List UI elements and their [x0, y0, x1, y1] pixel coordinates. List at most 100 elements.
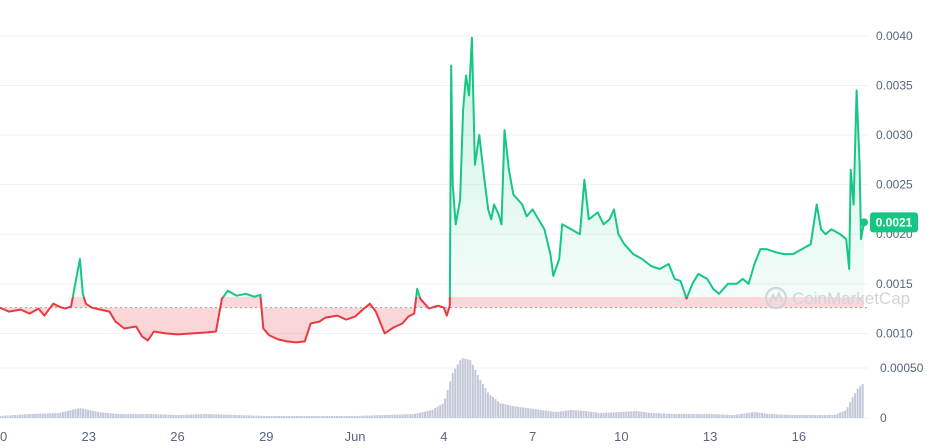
- volume-bar: [444, 398, 447, 418]
- volume-bar: [205, 414, 208, 418]
- volume-bar: [806, 415, 809, 418]
- volume-bar: [278, 416, 281, 418]
- volume-bar: [499, 403, 502, 418]
- watermark-text: CoinMarketCap: [792, 289, 910, 308]
- price-line-down[interactable]: [0, 38, 864, 344]
- volume-bar: [300, 416, 303, 418]
- volume-bar: [170, 414, 173, 418]
- volume-bar: [122, 414, 125, 418]
- volume-bar: [356, 415, 359, 418]
- volume-bar: [461, 358, 464, 418]
- volume-bar: [426, 411, 429, 418]
- volume-bar: [479, 379, 482, 418]
- volume-bar: [642, 412, 645, 418]
- volume-bar: [454, 368, 457, 418]
- volume-bar: [303, 416, 306, 418]
- volume-bar: [109, 413, 112, 418]
- volume-bar: [237, 415, 240, 418]
- volume-bar: [678, 414, 681, 418]
- volume-bar: [620, 412, 623, 418]
- volume-bar: [386, 414, 389, 418]
- volume-bar: [688, 414, 691, 418]
- volume-bar: [290, 416, 293, 418]
- price-line[interactable]: [0, 36, 868, 344]
- volume-bar: [258, 415, 261, 418]
- current-price-dot: [860, 218, 868, 227]
- volume-bar: [51, 413, 54, 418]
- volume-bar: [728, 414, 731, 418]
- volume-bar: [54, 413, 57, 418]
- volume-bar: [788, 414, 791, 418]
- x-tick-label: 4: [440, 429, 447, 444]
- volume-bar: [71, 409, 74, 418]
- volume-bar: [31, 413, 34, 418]
- volume-bar: [217, 414, 220, 418]
- volume-bar: [94, 411, 97, 418]
- volume-bar: [346, 416, 349, 418]
- volume-bar: [273, 416, 276, 418]
- volume-bar: [615, 412, 618, 418]
- volume-bar: [250, 415, 253, 418]
- volume-bar: [466, 359, 469, 418]
- volume-bar: [230, 414, 233, 418]
- volume-bar: [491, 397, 494, 418]
- volume-bar: [607, 412, 610, 418]
- volume-bar: [59, 412, 62, 418]
- volume-bar: [147, 414, 150, 418]
- volume-bar: [149, 414, 152, 418]
- volume-bar: [464, 358, 467, 418]
- volume-bar: [305, 416, 308, 418]
- volume-bar: [602, 412, 605, 418]
- volume-bar: [64, 411, 67, 418]
- volume-bar: [175, 414, 178, 418]
- volume-bar: [325, 416, 328, 418]
- volume-bar: [554, 411, 557, 418]
- volume-bar: [436, 406, 439, 418]
- volume-bar: [572, 410, 575, 418]
- volume-bar: [695, 414, 698, 418]
- volume-bar: [751, 412, 754, 418]
- volume-bar: [61, 412, 64, 418]
- volume-bar: [693, 414, 696, 418]
- volume-bar: [796, 415, 799, 418]
- volume-bar: [748, 412, 751, 418]
- volume-bar: [808, 415, 811, 418]
- volume-bar: [330, 416, 333, 418]
- volume-bar: [373, 415, 376, 418]
- volume-bar: [280, 416, 283, 418]
- x-tick-label: 26: [170, 429, 184, 444]
- price-line-up[interactable]: [0, 36, 865, 343]
- volume-bar: [315, 416, 318, 418]
- volume-bar: [44, 413, 47, 418]
- volume-bar: [713, 414, 716, 418]
- volume-bar: [227, 414, 230, 418]
- volume-bar: [177, 414, 180, 418]
- volume-bar: [107, 413, 110, 418]
- volume-bar: [351, 416, 354, 418]
- volume-bar: [484, 388, 487, 418]
- volume-bar: [89, 410, 92, 418]
- volume-bar: [74, 409, 77, 418]
- volume-bar: [630, 411, 633, 418]
- volume-bar: [210, 414, 213, 418]
- x-tick-label: 10: [614, 429, 628, 444]
- volume-bar: [429, 410, 432, 418]
- volume-bar: [348, 416, 351, 418]
- coinmarketcap-logo-icon: [764, 286, 788, 310]
- grid-lines: [0, 35, 868, 419]
- volume-bar: [539, 409, 542, 418]
- x-tick-label: 16: [792, 429, 806, 444]
- volume-bar: [821, 415, 824, 418]
- volume-bar: [844, 410, 847, 418]
- volume-bar: [270, 416, 273, 418]
- volume-bar: [610, 412, 613, 418]
- volume-bar: [154, 414, 157, 418]
- volume-bar: [19, 414, 22, 418]
- volume-bar: [517, 406, 520, 418]
- volume-bar: [411, 414, 414, 418]
- volume-bar: [657, 413, 660, 418]
- volume-bar: [801, 415, 804, 418]
- volume-bar: [507, 405, 510, 418]
- volume-bar: [295, 416, 298, 418]
